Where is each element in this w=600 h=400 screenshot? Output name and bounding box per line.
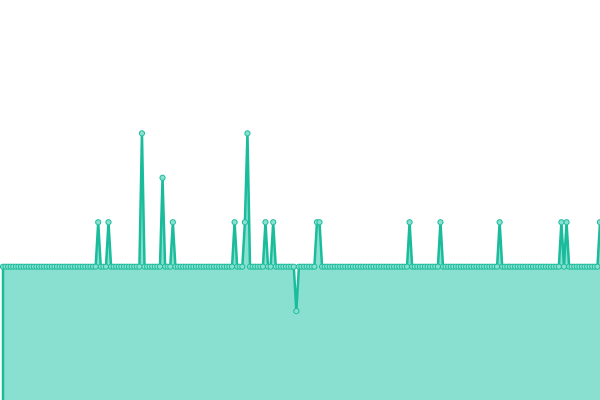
data-point[interactable] [270,219,277,226]
data-point[interactable] [493,263,501,270]
data-point[interactable] [290,263,297,270]
data-point[interactable] [136,263,143,270]
data-point[interactable] [228,263,236,270]
data-point[interactable] [239,263,246,270]
data-point[interactable] [560,263,568,270]
data-point[interactable] [311,263,318,270]
data-point[interactable] [102,263,110,270]
data-point[interactable] [267,263,274,270]
data-point[interactable] [555,263,562,270]
data-point[interactable] [244,130,251,137]
data-point[interactable] [138,130,146,137]
data-point[interactable] [259,263,266,270]
data-point[interactable] [159,174,166,181]
area-fill [3,133,600,400]
data-point[interactable] [156,263,164,270]
data-point[interactable] [241,219,248,226]
data-point[interactable] [167,263,174,270]
data-point[interactable] [293,308,300,315]
data-point[interactable] [496,219,503,226]
data-point[interactable] [262,219,269,226]
data-point[interactable] [437,219,444,226]
data-point[interactable] [596,219,600,226]
data-point[interactable] [105,219,112,226]
data-point[interactable] [406,219,413,226]
data-point[interactable] [563,219,570,226]
data-point[interactable] [169,219,176,226]
data-point[interactable] [403,263,411,270]
data-point[interactable] [316,219,323,226]
data-point[interactable] [231,219,238,226]
data-point[interactable] [434,263,441,270]
data-points [0,130,600,315]
data-point[interactable] [594,263,600,270]
data-point[interactable] [92,263,99,270]
data-point[interactable] [558,219,565,226]
data-point[interactable] [95,219,102,226]
